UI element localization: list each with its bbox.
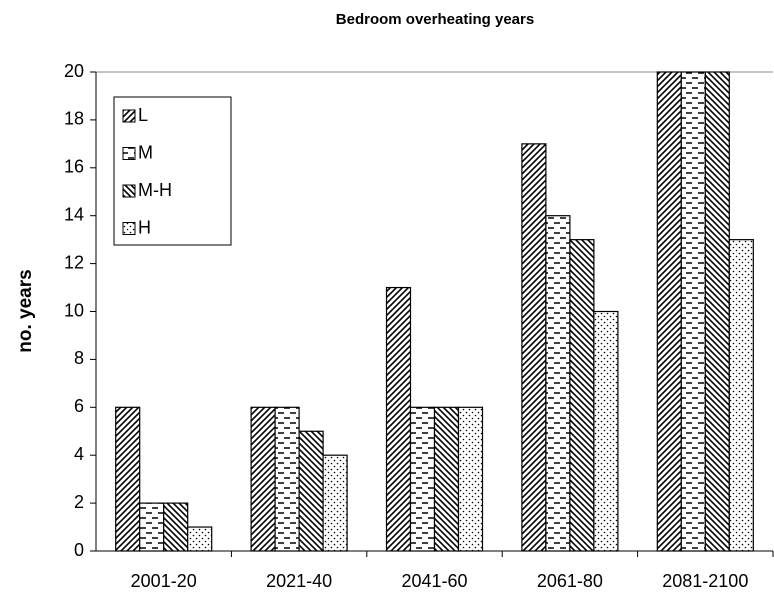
y-tick-label: 18 <box>64 109 84 129</box>
y-axis-label: no. years <box>15 269 36 352</box>
legend-label: H <box>138 217 151 237</box>
x-tick-label: 2061-80 <box>537 571 603 591</box>
bar <box>728 239 754 552</box>
y-tick-label: 14 <box>64 204 84 224</box>
bar <box>521 143 547 552</box>
x-tick-label: 2021-40 <box>266 571 332 591</box>
bar <box>187 526 213 552</box>
bar <box>680 71 706 552</box>
bar <box>163 502 189 552</box>
legend-swatch <box>122 147 136 160</box>
y-tick-label: 20 <box>64 61 84 81</box>
bar <box>385 286 412 552</box>
legend-swatch <box>122 184 136 198</box>
bar <box>433 406 460 552</box>
y-tick-label: 4 <box>74 444 84 464</box>
bar <box>569 239 595 552</box>
bar <box>322 454 348 552</box>
bar <box>656 71 682 552</box>
y-tick-label: 10 <box>64 300 84 320</box>
y-tick-label: 2 <box>74 492 84 512</box>
bar <box>409 406 436 552</box>
legend-label: M-H <box>138 180 172 200</box>
legend-label: L <box>138 105 148 125</box>
bar <box>704 71 730 552</box>
bar <box>139 502 165 552</box>
legend-box <box>113 96 232 246</box>
y-tick-label: 8 <box>74 348 84 368</box>
bar <box>250 406 276 552</box>
x-tick-label: 2081-2100 <box>662 571 748 591</box>
bar <box>593 310 619 552</box>
x-tick-label: 2001-20 <box>131 571 197 591</box>
legend-swatch <box>122 222 136 235</box>
legend-label: M <box>138 142 153 162</box>
bar <box>298 430 324 552</box>
bar <box>545 215 571 552</box>
bar <box>274 406 300 552</box>
chart-title: Bedroom overheating years <box>336 11 534 28</box>
bar <box>457 406 484 552</box>
bar <box>115 406 141 552</box>
legend-swatch <box>122 109 136 123</box>
y-tick-label: 6 <box>74 396 84 416</box>
y-tick-label: 0 <box>74 540 84 560</box>
x-tick-label: 2041-60 <box>401 571 467 591</box>
y-tick-label: 16 <box>64 157 84 177</box>
y-tick-label: 12 <box>64 252 84 272</box>
